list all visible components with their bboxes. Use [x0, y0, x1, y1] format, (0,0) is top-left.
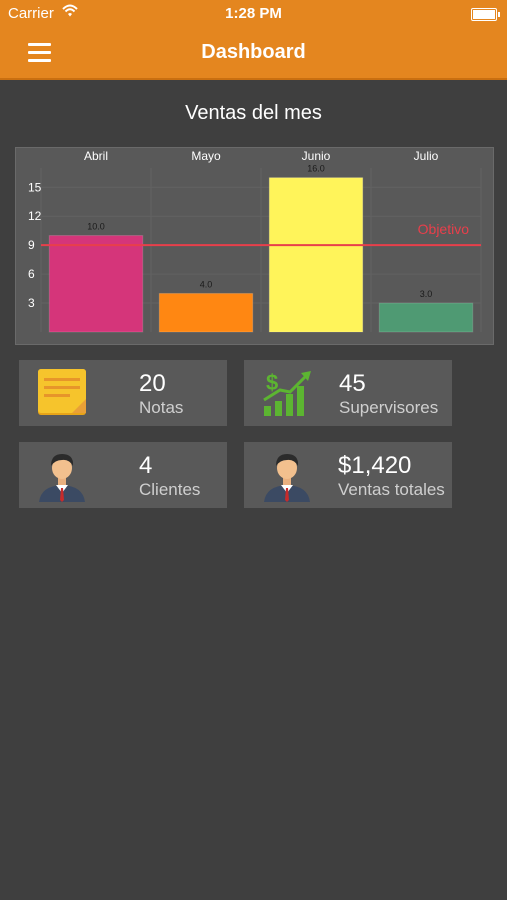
wifi-icon — [62, 4, 78, 17]
y-tick-label: 9 — [28, 238, 35, 252]
bar — [158, 292, 254, 333]
supervisors-card[interactable]: $ 45 Supervisores — [244, 360, 452, 426]
bar — [268, 177, 364, 333]
notes-count: 20 — [139, 370, 166, 397]
sales-bar-chart: 3 6 9 12 15 Abril 10.0 Mayo 4.0 Junio 16.0 Julio 3.0… — [15, 147, 494, 345]
menu-line-icon — [28, 51, 51, 54]
nav-bar: Dashboard — [0, 28, 507, 80]
page-title: Dashboard — [201, 41, 306, 63]
status-bar: Carrier 1:28 PM — [0, 0, 507, 28]
svg-text:$: $ — [266, 370, 278, 395]
y-tick-label: 15 — [28, 180, 42, 194]
total-sales-label: Ventas totales — [338, 480, 445, 499]
data-label: 10.0 — [87, 222, 105, 232]
person-icon — [39, 454, 85, 502]
supervisors-label: Supervisores — [339, 398, 439, 417]
growth-chart-icon: $ — [263, 370, 311, 416]
clients-label: Clientes — [139, 480, 201, 499]
bar — [48, 235, 144, 333]
menu-line-icon — [28, 43, 51, 46]
data-label: 16.0 — [307, 164, 325, 174]
y-tick-label: 3 — [28, 296, 35, 310]
person-icon — [264, 454, 310, 502]
y-tick-label: 6 — [28, 267, 35, 281]
total-sales-card[interactable]: $1,420 Ventas totales — [244, 442, 452, 508]
clock: 1:28 PM — [225, 5, 282, 22]
data-label: 3.0 — [420, 289, 433, 299]
hamburger-menu-button[interactable] — [22, 40, 58, 66]
x-tick-label: Mayo — [191, 149, 221, 163]
notes-label: Notas — [139, 398, 184, 417]
y-tick-label: 12 — [28, 209, 42, 223]
data-label: 4.0 — [200, 279, 213, 289]
supervisors-count: 45 — [339, 370, 366, 397]
limit-line-label: Objetivo — [418, 221, 470, 237]
sticky-note-icon — [38, 369, 86, 415]
bar — [378, 302, 474, 333]
total-sales-value: $1,420 — [338, 452, 412, 479]
battery-icon — [471, 8, 500, 21]
x-tick-label: Junio — [302, 149, 331, 163]
x-tick-label: Abril — [84, 149, 108, 163]
sales-chart-title: Ventas del mes — [185, 102, 322, 124]
carrier-label: Carrier — [8, 5, 54, 22]
clients-card[interactable]: 4 Clientes — [19, 442, 227, 508]
clients-count: 4 — [139, 452, 153, 479]
notes-card[interactable]: 20 Notas — [19, 360, 227, 426]
menu-line-icon — [28, 59, 51, 62]
x-tick-label: Julio — [414, 149, 439, 163]
